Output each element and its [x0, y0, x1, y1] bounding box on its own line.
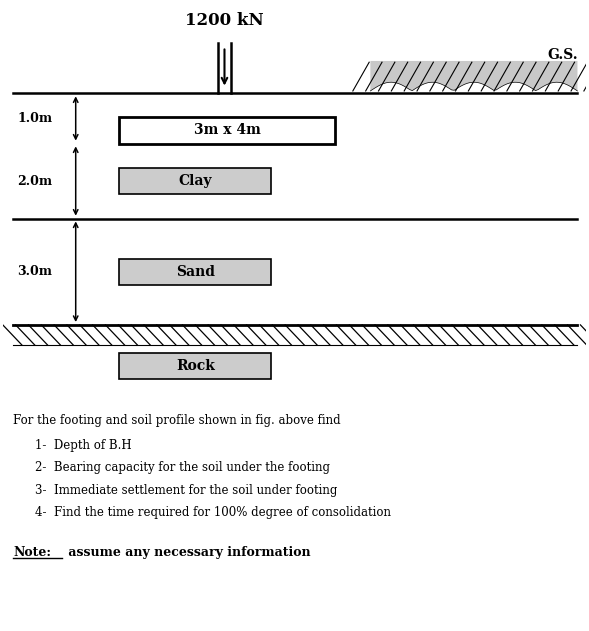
Text: Clay: Clay [178, 174, 212, 188]
Text: 1-  Depth of B.H: 1- Depth of B.H [35, 439, 131, 452]
Text: 3.0m: 3.0m [17, 265, 52, 278]
Text: 3-  Immediate settlement for the soil under footing: 3- Immediate settlement for the soil und… [35, 484, 337, 497]
Bar [120, 117, 335, 143]
Bar [120, 353, 271, 379]
Text: assume any necessary information: assume any necessary information [64, 546, 310, 559]
Text: 3m x 4m: 3m x 4m [194, 124, 261, 138]
Bar [120, 259, 271, 285]
Text: 2-  Bearing capacity for the soil under the footing: 2- Bearing capacity for the soil under t… [35, 461, 330, 475]
Bar [120, 168, 271, 194]
Polygon shape [370, 61, 577, 91]
Text: 4-  Find the time required for 100% degree of consolidation: 4- Find the time required for 100% degre… [35, 506, 391, 519]
Text: Note:: Note: [14, 546, 51, 559]
Text: Sand: Sand [176, 265, 215, 279]
Text: For the footing and soil profile shown in fig. above find: For the footing and soil profile shown i… [14, 414, 341, 427]
Text: 1200 kN: 1200 kN [185, 12, 264, 29]
Text: G.S.: G.S. [548, 48, 578, 62]
Text: 1.0m: 1.0m [17, 112, 52, 125]
Text: 2.0m: 2.0m [17, 175, 52, 187]
Text: Rock: Rock [176, 359, 215, 373]
